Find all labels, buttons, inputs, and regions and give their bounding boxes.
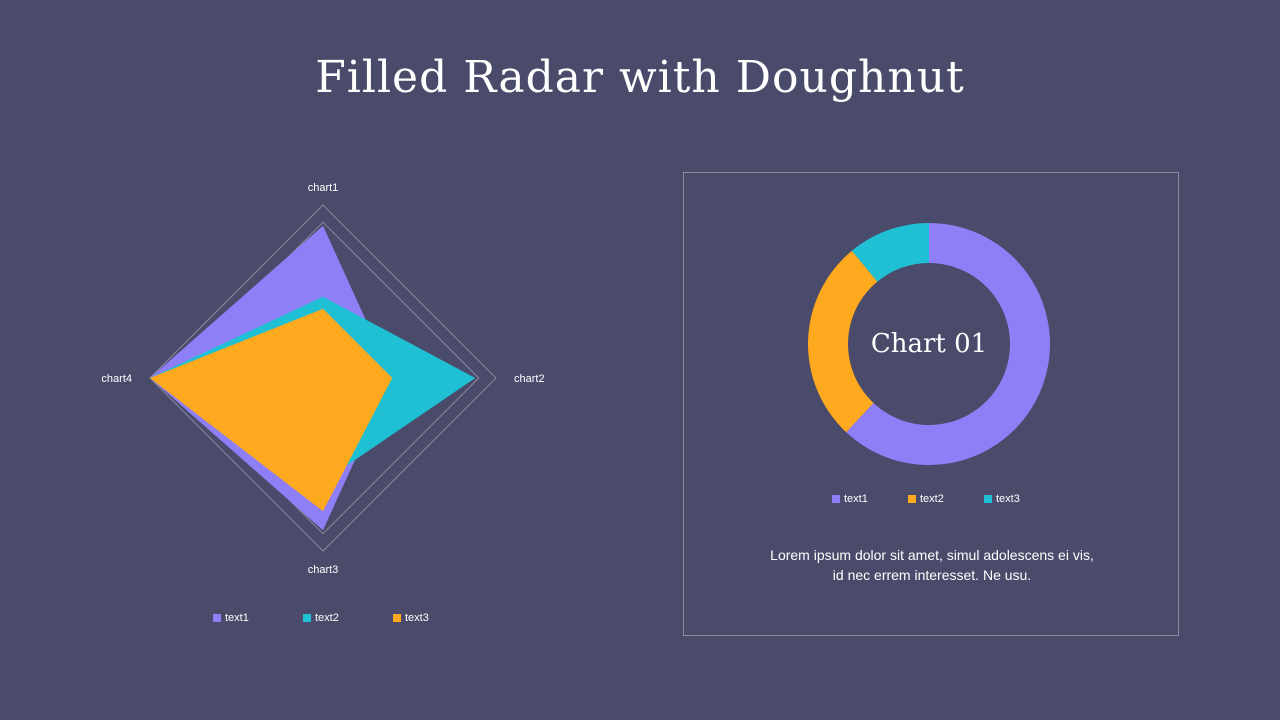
radar-legend-swatch (213, 614, 221, 622)
radar-legend-label: text1 (225, 612, 249, 624)
doughnut-legend: text1 text2 text3 (832, 493, 1060, 505)
radar-legend-label: text3 (405, 612, 429, 624)
radar-axis-label-chart4: chart4 (101, 373, 132, 385)
radar-axis-label-chart2: chart2 (514, 373, 545, 385)
page-title: Filled Radar with Doughnut (315, 52, 965, 103)
doughnut-legend-label: text2 (920, 493, 944, 505)
radar-legend-swatch (393, 614, 401, 622)
doughnut-legend-swatch (984, 495, 992, 503)
doughnut-chart (808, 223, 1050, 465)
doughnut-legend-item: text1 (832, 493, 908, 505)
radar-axis-label-chart3: chart3 (308, 564, 339, 576)
doughnut-legend-swatch (908, 495, 916, 503)
description-text: Lorem ipsum dolor sit amet, simul adoles… (724, 545, 1140, 585)
doughnut-legend-item: text2 (908, 493, 984, 505)
radar-axis-label-chart1: chart1 (308, 182, 339, 194)
description-line-2: id nec errem interesset. Ne usu. (832, 567, 1032, 583)
doughnut-legend-label: text3 (996, 493, 1020, 505)
description-line-1: Lorem ipsum dolor sit amet, simul adoles… (770, 547, 1094, 563)
radar-series-text3 (150, 308, 393, 512)
radar-legend-label: text2 (315, 612, 339, 624)
doughnut-slice-text1 (846, 223, 1050, 465)
doughnut-legend-label: text1 (844, 493, 868, 505)
radar-grid-ring-0 (149, 204, 497, 552)
radar-legend-swatch (303, 614, 311, 622)
doughnut-slice-text2 (808, 250, 878, 433)
radar-legend-item: text3 (393, 612, 483, 624)
doughnut-legend-item: text3 (984, 493, 1060, 505)
radar-legend-item: text1 (213, 612, 303, 624)
doughnut-legend-swatch (832, 495, 840, 503)
radar-chart: chart1 chart2 chart3 chart4 (101, 182, 545, 576)
radar-legend-item: text2 (303, 612, 393, 624)
doughnut-slice-text3 (851, 223, 929, 282)
doughnut-panel: Chart 01 text1 text2 text3 Lorem ipsum d… (683, 172, 1179, 636)
doughnut-center-label: Chart 01 (870, 329, 988, 359)
radar-legend: text1 text2 text3 (213, 612, 483, 624)
